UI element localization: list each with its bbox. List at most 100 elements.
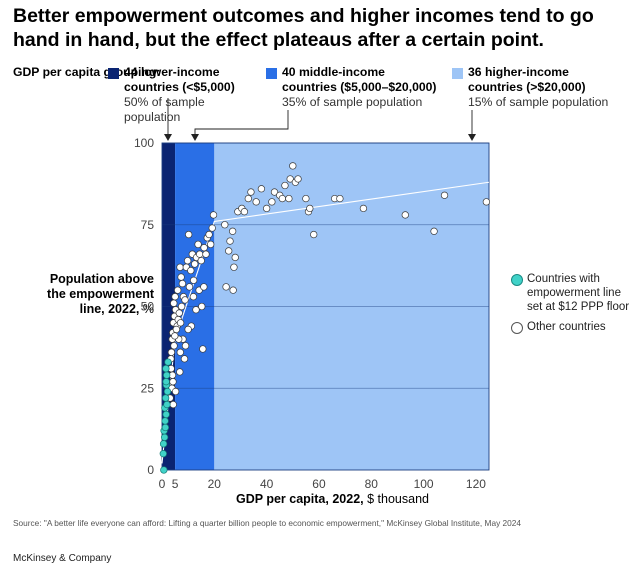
group-higher-sub: 15% of sample population	[468, 95, 609, 109]
point-other-78	[262, 204, 271, 213]
point-other-44	[209, 211, 218, 219]
legend-item-floor: Countries with empowerment line set at $…	[511, 272, 630, 314]
point-other-80	[270, 188, 279, 196]
point-other-7	[167, 348, 176, 356]
point-other-65	[226, 237, 234, 245]
group-middle-head-2: countries ($5,000–$20,000)	[282, 80, 437, 94]
legend-item-other: Other countries	[511, 320, 630, 334]
point-other-28	[183, 257, 192, 265]
y-tick-label-75: 75	[141, 218, 155, 232]
point-other-37	[197, 257, 205, 265]
point-other-60	[171, 332, 179, 340]
point-other-56	[199, 345, 207, 353]
point-other-88	[294, 175, 302, 183]
point-other-76	[252, 198, 260, 206]
x-tick-label-40: 40	[260, 477, 274, 491]
point-other-73	[240, 208, 249, 216]
point-other-64	[225, 247, 233, 255]
point-other-57	[180, 355, 189, 363]
point-other-8	[170, 342, 178, 350]
point-other-39	[202, 250, 210, 258]
point-other-74	[244, 194, 252, 203]
point-other-35	[194, 240, 202, 249]
point-floor-3	[160, 433, 169, 441]
point-other-69	[222, 283, 230, 291]
chart-title: Better empowerment outcomes and higher i…	[13, 5, 594, 51]
point-other-5	[169, 378, 177, 386]
x-tick-label-100: 100	[414, 477, 434, 491]
point-other-4	[169, 400, 177, 409]
point-other-36	[196, 250, 204, 258]
point-other-97	[430, 227, 438, 235]
y-tick-label-100: 100	[134, 136, 154, 150]
point-other-45	[185, 230, 193, 239]
x-axis-unit: $ thousand	[367, 492, 429, 506]
point-other-96	[401, 211, 409, 219]
x-tick-label-60: 60	[312, 477, 326, 491]
source-note: Source: "A better life everyone can affo…	[13, 518, 521, 528]
point-other-19	[176, 319, 185, 327]
point-floor-1	[159, 450, 167, 458]
point-other-22	[178, 279, 187, 288]
x-tick-label-120: 120	[466, 477, 486, 491]
point-other-89	[302, 194, 310, 203]
point-other-47	[189, 293, 198, 301]
point-other-62	[171, 387, 180, 396]
point-floor-6	[161, 417, 169, 425]
point-other-33	[191, 260, 199, 268]
point-floor-7	[162, 410, 170, 419]
x-tick-label-20: 20	[208, 477, 222, 491]
point-other-92	[310, 230, 318, 239]
group-higher-income: 36 higher-income countries (>$20,000) 15…	[468, 65, 618, 110]
point-floor-5	[161, 423, 170, 432]
point-other-54	[176, 348, 184, 356]
point-other-25	[176, 263, 184, 271]
connector-higher-arrow	[468, 134, 476, 141]
point-other-82	[278, 194, 286, 203]
point-other-51	[200, 283, 208, 291]
point-other-77	[257, 185, 266, 193]
group-middle-income: 40 middle-income countries ($5,000–$20,0…	[282, 65, 452, 110]
point-other-94	[336, 194, 344, 203]
brand-logo-text: McKinsey & Company	[13, 553, 112, 564]
group-lower-head-1: 44 lower-income	[124, 65, 220, 79]
group-higher-head-1: 36 higher-income	[468, 65, 569, 79]
y-tick-label-50: 50	[141, 300, 155, 314]
point-other-79	[268, 198, 276, 206]
x-tick-label-0: 0	[159, 477, 166, 491]
point-other-67	[230, 263, 238, 271]
point-floor-2	[159, 440, 168, 448]
y-axis-unit: %	[142, 302, 154, 316]
point-other-26	[177, 273, 185, 281]
y-axis-label-text: Population above the empowerment line, 2…	[47, 272, 154, 316]
group-lower-head-2: countries (<$5,000)	[124, 80, 235, 94]
point-floor-9	[163, 400, 171, 409]
point-other-70	[229, 286, 237, 294]
point-other-14	[171, 293, 179, 301]
point-other-95	[359, 204, 368, 213]
point-other-98	[440, 191, 449, 199]
group-middle-sub: 35% of sample population	[282, 95, 423, 109]
group-swatch-lower	[108, 68, 119, 79]
legend-label-floor: Countries with empowerment line set at $…	[527, 273, 630, 313]
group-higher-head-2: countries (>$20,000)	[468, 80, 586, 94]
point-floor-11	[163, 387, 172, 396]
point-other-30	[187, 266, 195, 275]
point-other-20	[177, 302, 186, 311]
connector-middle-arrow	[191, 134, 199, 141]
point-other-85	[286, 175, 294, 183]
grouping-label-text: GDP per capita grouping:	[13, 65, 161, 79]
point-other-75	[247, 188, 255, 196]
legend-dot-floor	[511, 274, 523, 286]
point-other-63	[221, 221, 229, 229]
point-other-38	[200, 243, 208, 252]
plot-frame	[161, 142, 490, 471]
group-swatch-higher	[452, 68, 463, 79]
point-floor-14	[163, 371, 171, 379]
point-floor-15	[162, 364, 170, 373]
point-other-86	[289, 162, 297, 170]
point-other-52	[181, 342, 190, 350]
point-other-48	[192, 306, 200, 314]
point-other-24	[181, 296, 189, 304]
